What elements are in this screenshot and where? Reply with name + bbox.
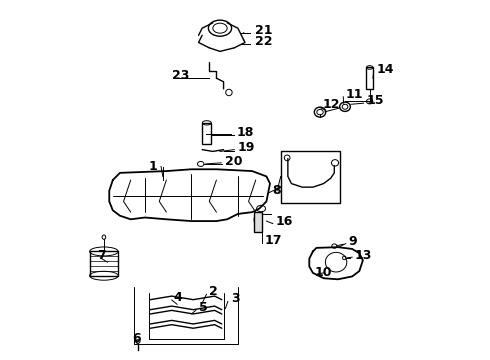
Text: 5: 5 <box>198 301 207 314</box>
Text: 23: 23 <box>172 69 189 82</box>
Text: 11: 11 <box>346 88 363 101</box>
Text: 10: 10 <box>315 266 332 279</box>
Bar <box>90 251 118 276</box>
Text: 20: 20 <box>224 155 242 168</box>
Text: 21: 21 <box>255 24 272 37</box>
Text: 22: 22 <box>255 35 272 48</box>
Bar <box>202 123 211 144</box>
Text: 7: 7 <box>97 249 105 262</box>
Text: 2: 2 <box>209 285 218 298</box>
Text: 8: 8 <box>272 184 280 197</box>
Bar <box>254 212 262 232</box>
Text: 1: 1 <box>148 160 157 173</box>
Text: 16: 16 <box>275 215 293 228</box>
Text: 3: 3 <box>231 292 239 305</box>
Text: 12: 12 <box>323 99 341 112</box>
Text: 15: 15 <box>367 94 384 107</box>
Text: 14: 14 <box>376 63 394 76</box>
Text: 9: 9 <box>348 235 357 248</box>
Text: 17: 17 <box>265 234 282 247</box>
Text: 6: 6 <box>132 333 141 346</box>
Bar <box>367 67 373 89</box>
Text: 19: 19 <box>238 141 255 154</box>
Text: 13: 13 <box>355 248 372 261</box>
Text: 18: 18 <box>236 126 253 139</box>
Text: 4: 4 <box>173 291 182 304</box>
Bar <box>281 152 340 203</box>
